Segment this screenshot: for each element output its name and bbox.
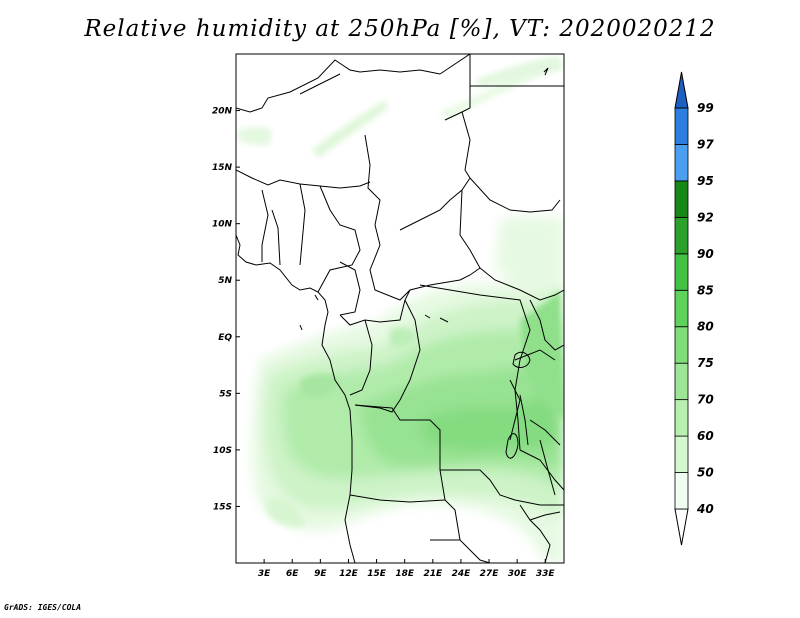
lat-tick-label: 15S	[213, 502, 232, 512]
colorbar-box	[674, 289, 689, 328]
lon-tick-label: 3E	[258, 569, 271, 579]
colorbar-label: 80	[697, 320, 714, 334]
lat-tick-label: 5S	[219, 389, 232, 399]
colorbar-label: 97	[697, 137, 714, 151]
colorbar-box	[674, 362, 689, 401]
colorbar-low-triangle	[674, 508, 689, 546]
colorbar-box	[674, 107, 689, 145]
lon-tick-label: 18E	[395, 569, 415, 579]
colorbar-box	[674, 326, 689, 364]
colorbar-label: 90	[697, 247, 714, 261]
colorbar-box	[674, 435, 689, 473]
lat-tick-label: 20N	[212, 107, 233, 117]
lon-tick-label: 15E	[367, 569, 387, 579]
lat-tick-label: EQ	[218, 333, 232, 343]
humidity-shading	[238, 56, 564, 563]
colorbar-box	[674, 472, 689, 510]
colorbar-box	[674, 216, 689, 255]
colorbar-box	[674, 144, 689, 182]
colorbar-box	[674, 180, 689, 218]
colorbar-label: 99	[697, 101, 714, 115]
colorbar-label: 95	[697, 174, 714, 188]
map-frame	[235, 53, 565, 564]
colorbar-box	[674, 399, 689, 437]
colorbar-label: 60	[697, 429, 714, 443]
lat-tick-label: 10S	[213, 446, 232, 456]
footer-credit: GrADS: IGES/COLA	[4, 603, 82, 612]
colorbar-high-triangle	[674, 71, 689, 109]
lon-tick-label: 24E	[452, 569, 472, 579]
chart-title: Relative humidity at 250hPa [%], VT: 202…	[84, 16, 716, 42]
latitude-axis: 20N 15N 10N 5N EQ 5S 10S 15S	[212, 107, 240, 512]
longitude-axis: 3E 6E 9E 12E 15E 18E 21E 24E 27E 30E 33E	[258, 559, 556, 579]
colorbar-label: 40	[696, 502, 714, 516]
lon-tick-label: 30E	[508, 569, 528, 579]
lat-tick-label: 10N	[212, 220, 233, 230]
lat-tick-label: 15N	[212, 163, 233, 173]
colorbar-label: 70	[697, 393, 714, 407]
colorbar-box	[674, 253, 689, 291]
lat-tick-label: 5N	[218, 276, 232, 286]
lon-tick-label: 27E	[480, 569, 500, 579]
colorbar-label: 92	[697, 210, 714, 224]
lon-tick-label: 6E	[286, 569, 299, 579]
country-boundaries	[236, 54, 564, 563]
colorbar-label: 75	[697, 356, 714, 370]
lon-tick-label: 21E	[423, 569, 443, 579]
lon-tick-label: 33E	[536, 569, 556, 579]
lon-tick-label: 12E	[339, 569, 359, 579]
lon-tick-label: 9E	[314, 569, 327, 579]
colorbar: 40 50 60 70 75 80 85 90 92 95 97 99	[674, 71, 714, 546]
colorbar-label: 50	[697, 466, 714, 480]
colorbar-label: 85	[697, 283, 714, 297]
